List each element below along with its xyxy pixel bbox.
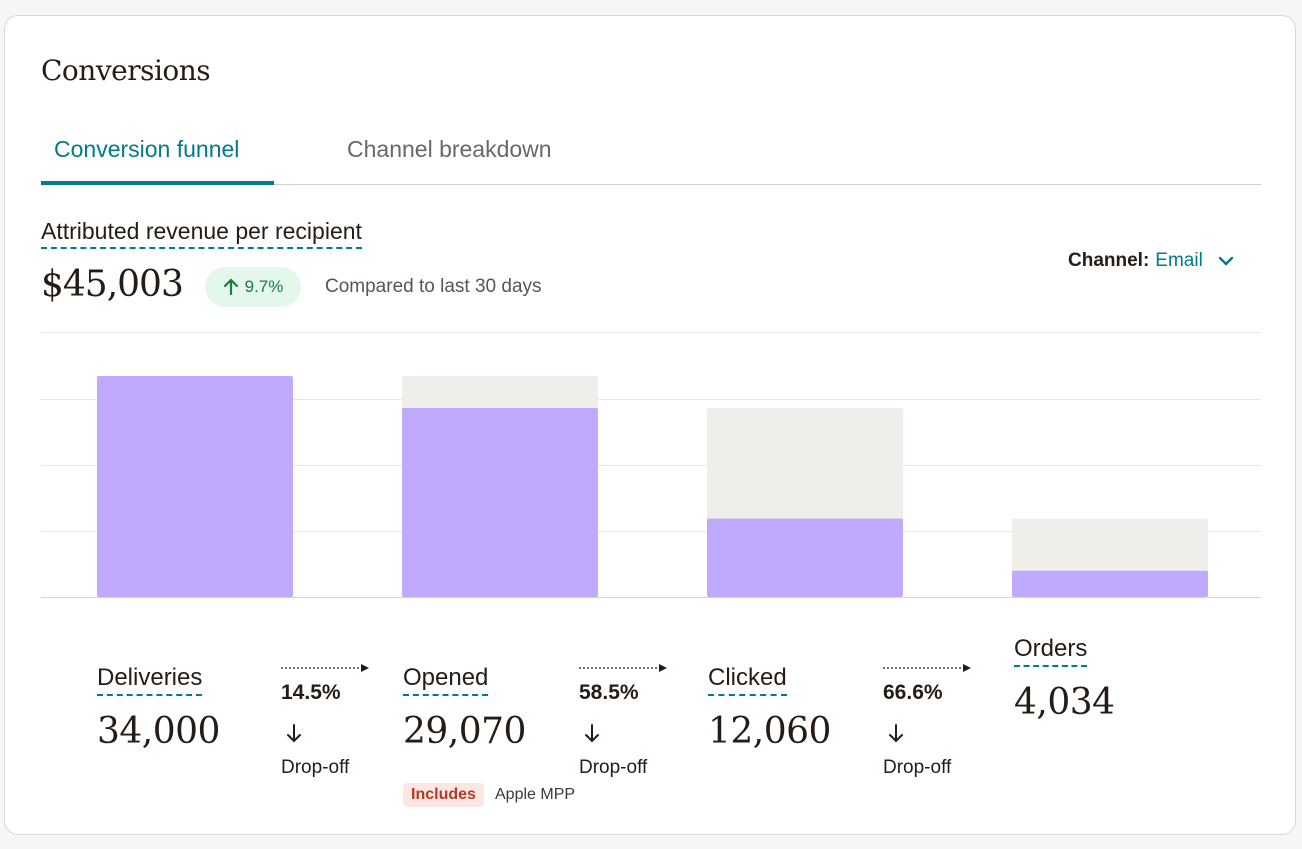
metric-value: $45,003 [41,264,184,305]
metric-label[interactable]: Attributed revenue per recipient [41,218,362,249]
stage-label-orders[interactable]: Orders [1014,635,1088,667]
stage-value-opened: 29,070 [403,711,526,752]
dropoff-percent: 14.5% [281,681,341,704]
dotted-arrow-right-icon [281,664,369,672]
includes-badge: Includes [403,783,484,807]
change-value: 9.7% [244,277,284,296]
change-badge: 9.7% [205,267,301,307]
stage-label-deliveries[interactable]: Deliveries [97,664,203,696]
dotted-arrow-right-icon [579,664,667,672]
channel-label: Channel: [1068,250,1150,271]
dropoff-percent: 58.5% [579,681,639,704]
active-tab-indicator [41,181,274,185]
chevron-down-icon [1218,256,1233,266]
compare-text: Compared to last 30 days [325,276,542,297]
arrow-up-icon [223,278,238,296]
conversions-card: Conversions Conversion funnel Channel br… [4,15,1296,835]
tab-bar: Conversion funnel Channel breakdown [41,126,1261,185]
bar-orders[interactable] [1012,570,1208,597]
bar-deliveries[interactable] [97,376,293,597]
apple-mpp-note: Apple MPP [495,786,576,803]
tab-conversion-funnel[interactable]: Conversion funnel [54,136,240,162]
channel-dropdown[interactable]: Channel: Email [1068,250,1235,272]
dotted-arrow-right-icon [883,664,971,672]
dropoff-label: Drop-off [579,757,648,778]
channel-value: Email [1155,250,1203,271]
dropoff-percent: 66.6% [883,681,943,704]
funnel-chart [41,332,1261,598]
stage-label-opened[interactable]: Opened [403,664,489,696]
tab-channel-breakdown[interactable]: Channel breakdown [347,136,552,162]
arrow-down-icon [889,724,903,743]
arrow-down-icon [585,724,599,743]
dropoff-label: Drop-off [883,757,952,778]
stage-value-orders: 4,034 [1014,682,1115,723]
stage-label-clicked[interactable]: Clicked [708,664,787,696]
stage-value-deliveries: 34,000 [97,711,220,752]
card-title: Conversions [41,54,211,87]
bar-clicked[interactable] [707,518,903,597]
dropoff-label: Drop-off [281,757,350,778]
stage-value-clicked: 12,060 [708,711,831,752]
arrow-down-icon [287,724,301,743]
bar-opened[interactable] [402,408,598,597]
